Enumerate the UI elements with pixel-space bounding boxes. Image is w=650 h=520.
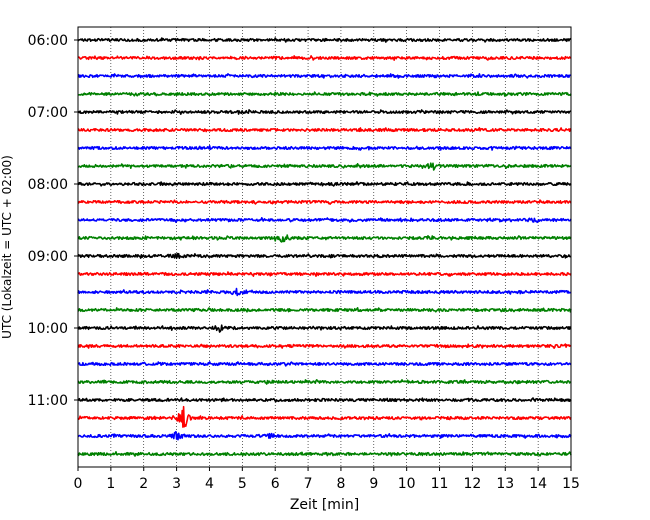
trace-0815 xyxy=(77,199,572,205)
trace-0600 xyxy=(77,37,572,43)
x-tick-label: 9 xyxy=(369,476,378,492)
plot-frame xyxy=(77,26,572,468)
trace-0830 xyxy=(77,217,572,224)
trace-1015 xyxy=(77,343,572,349)
x-tick-label: 6 xyxy=(271,476,280,492)
x-tick-label: 8 xyxy=(336,476,345,492)
y-tick-label: 11:00 xyxy=(28,393,68,409)
x-tick-label: 13 xyxy=(496,476,514,492)
y-tick-label: 08:00 xyxy=(28,177,68,193)
x-tick-label: 7 xyxy=(304,476,313,492)
y-tick-label: 06:00 xyxy=(28,33,68,49)
y-tick-label: 07:00 xyxy=(28,105,68,121)
y-axis-label: UTC (Lokalzeit = UTC + 02:00) xyxy=(0,155,14,339)
trace-0630 xyxy=(77,73,572,79)
x-tick-label: 1 xyxy=(106,476,115,492)
trace-0800 xyxy=(77,181,572,187)
x-tick-label: 3 xyxy=(172,476,181,492)
trace-1145 xyxy=(77,451,572,457)
trace-1030 xyxy=(77,361,572,367)
grid-lines xyxy=(110,27,539,467)
trace-0900 xyxy=(77,252,572,260)
x-axis-label: Zeit [min] xyxy=(290,497,359,513)
y-tick-label: 09:00 xyxy=(28,249,68,265)
trace-1115 xyxy=(77,405,572,428)
trace-0930 xyxy=(77,287,572,297)
trace-0615 xyxy=(77,55,572,61)
trace-0845 xyxy=(77,234,572,243)
x-tick-label: 0 xyxy=(74,476,83,492)
x-tick-label: 5 xyxy=(238,476,247,492)
trace-0700 xyxy=(77,109,572,115)
x-tick-label: 2 xyxy=(139,476,148,492)
trace-0645 xyxy=(77,91,572,97)
seismic-traces xyxy=(77,37,572,457)
x-tick-label: 11 xyxy=(431,476,449,492)
trace-0915 xyxy=(77,271,572,277)
x-tick-label: 12 xyxy=(463,476,481,492)
trace-1130 xyxy=(77,430,572,441)
trace-0945 xyxy=(77,307,572,313)
trace-1100 xyxy=(77,397,572,403)
y-axis: 06:00 07:00 08:00 09:00 10:00 11:00 xyxy=(28,33,78,409)
trace-1000 xyxy=(77,324,572,333)
x-tick-label: 15 xyxy=(562,476,580,492)
x-axis: 0 1 2 3 4 5 6 7 8 9 10 11 12 13 14 15 xyxy=(74,467,580,492)
trace-0730 xyxy=(77,145,572,151)
trace-0745 xyxy=(77,162,572,171)
trace-0715 xyxy=(77,127,572,133)
trace-1045 xyxy=(77,379,572,385)
x-tick-label: 14 xyxy=(529,476,547,492)
x-tick-label: 4 xyxy=(205,476,214,492)
y-tick-label: 10:00 xyxy=(28,321,68,337)
x-tick-label: 10 xyxy=(398,476,416,492)
